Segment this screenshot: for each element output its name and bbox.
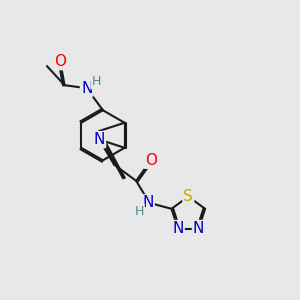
Text: O: O [54, 54, 66, 69]
Text: N: N [142, 195, 154, 210]
Text: O: O [145, 153, 157, 168]
Text: H: H [92, 75, 101, 88]
Text: N: N [172, 221, 184, 236]
Text: N: N [81, 81, 92, 96]
Text: H: H [134, 205, 144, 218]
Text: N: N [193, 221, 204, 236]
Text: N: N [94, 132, 105, 147]
Text: S: S [183, 189, 193, 204]
